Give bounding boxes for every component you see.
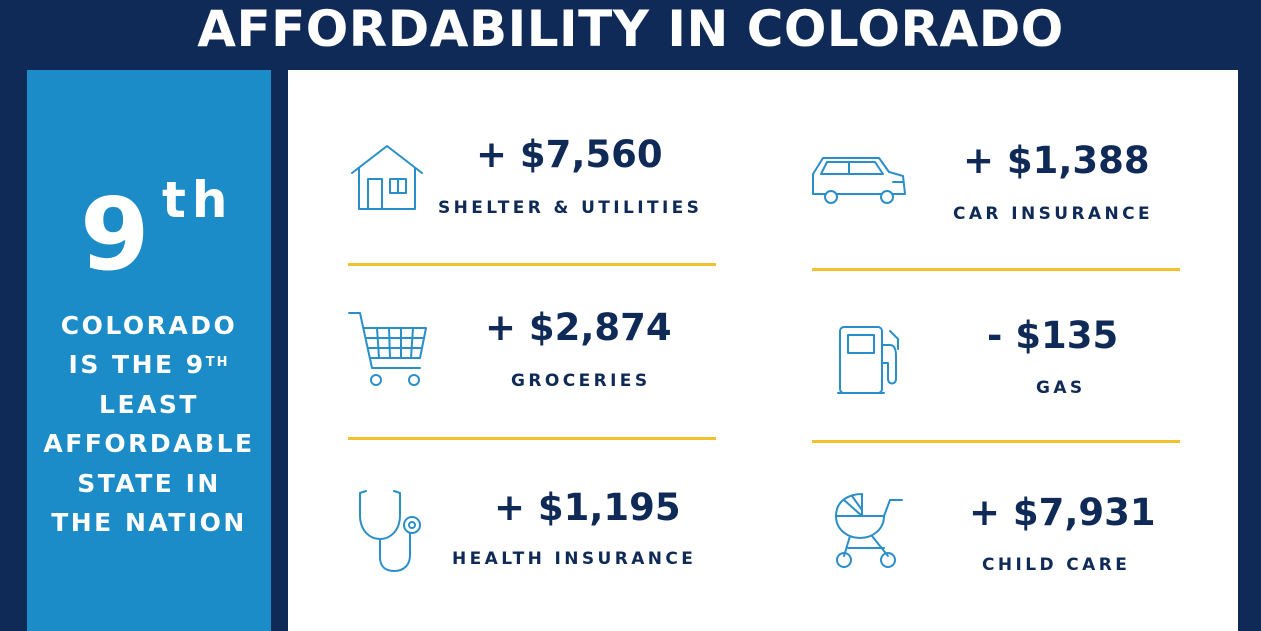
rank-description-line: COLORADO — [60, 311, 238, 340]
groceries-label: GROCERIES — [511, 371, 651, 391]
rank-number: 9 — [80, 176, 150, 293]
shopping-cart-icon — [346, 310, 430, 394]
stethoscope-icon — [356, 487, 432, 577]
stroller-icon — [832, 490, 910, 574]
rank-description-line: IS THE 9TH — [68, 350, 230, 380]
rank-description-line: LEAST — [99, 389, 199, 419]
gas-pump-icon — [836, 323, 904, 401]
gas-label: GAS — [1036, 378, 1086, 398]
car-insurance-label: CAR INSURANCE — [953, 204, 1154, 224]
rank-description-line: STATE IN — [77, 468, 221, 498]
divider — [812, 440, 1180, 443]
cost-panel — [288, 70, 1238, 631]
divider — [348, 437, 716, 440]
rank-description-line: THE NATION — [51, 508, 247, 538]
divider — [812, 268, 1180, 271]
rank-sidebar — [27, 70, 271, 631]
health-insurance-label: HEALTH INSURANCE — [452, 549, 697, 569]
shelter-label: SHELTER & UTILITIES — [438, 198, 703, 218]
child-care-label: CHILD CARE — [982, 555, 1131, 575]
rank-suffix: th — [162, 171, 234, 229]
groceries-amount: + $2,874 — [485, 306, 672, 349]
divider — [348, 263, 716, 266]
rank-description: COLORADO IS THE 9TH LEAST AFFORDABLE STA… — [27, 306, 271, 542]
car-insurance-amount: + $1,388 — [963, 139, 1150, 182]
gas-amount: - $135 — [987, 314, 1119, 357]
rank-description-line: AFFORDABLE — [43, 429, 255, 459]
child-care-amount: + $7,931 — [969, 491, 1156, 534]
health-insurance-amount: + $1,195 — [494, 486, 681, 529]
shelter-amount: + $7,560 — [476, 133, 663, 176]
page-title: AFFORDABILITY IN COLORADO — [197, 0, 1064, 58]
house-icon — [349, 143, 425, 215]
car-icon — [809, 152, 907, 212]
